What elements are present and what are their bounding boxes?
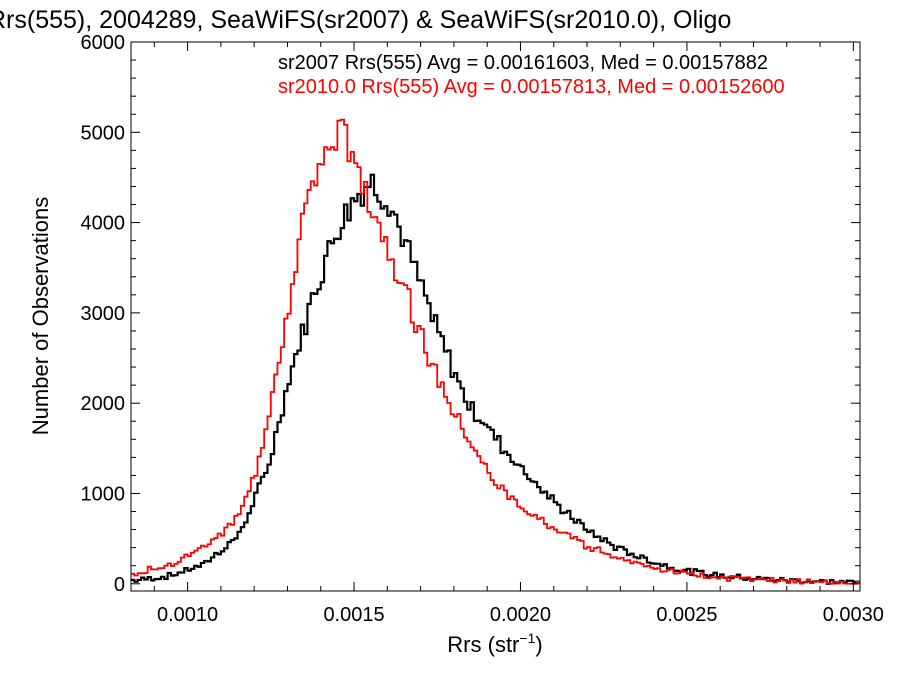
stat-line-1: sr2007 Rrs(555) Avg = 0.00161603, Med = … — [278, 52, 768, 74]
x-tick-label: 0.0015 — [323, 604, 384, 626]
x-tick-label: 0.0030 — [823, 604, 884, 626]
x-tick-label: 0.0025 — [656, 604, 717, 626]
x-tick-label: 0.0010 — [157, 604, 218, 626]
series-layer — [131, 118, 860, 585]
x-axis-label-superscript: −1 — [519, 630, 535, 646]
y-tick-label: 1000 — [81, 483, 126, 505]
x-axis-label-main: Rrs (str — [447, 632, 519, 657]
y-axis-label: Number of Observations — [28, 197, 53, 435]
stat-line-2: sr2010.0 Rrs(555) Avg = 0.00157813, Med … — [278, 76, 785, 98]
y-tick-label: 2000 — [81, 393, 126, 415]
y-tick-label: 6000 — [81, 32, 126, 54]
histogram-series-2 — [131, 118, 860, 585]
plot-frame — [130, 41, 861, 592]
x-tick-label: 0.0020 — [490, 604, 551, 626]
y-tick-label: 4000 — [81, 213, 126, 235]
y-tick-label: 3000 — [81, 303, 126, 325]
tick-layer: 0.0010 0.0015 0.0020 0.0025 0.0030 0 1000 2000 3… — [81, 32, 884, 626]
x-axis-label: Rrs (str−1) — [447, 630, 542, 657]
histogram-series-1 — [131, 173, 860, 585]
chart-title: Rrs(555), 2004289, SeaWiFS(sr2007) & Sea… — [0, 6, 731, 34]
x-axis-label-close: ) — [535, 632, 542, 657]
legend-stats: sr2007 Rrs(555) Avg = 0.00161603, Med = … — [278, 52, 785, 98]
y-tick-label: 5000 — [81, 122, 126, 144]
y-tick-label: 0 — [114, 574, 125, 596]
